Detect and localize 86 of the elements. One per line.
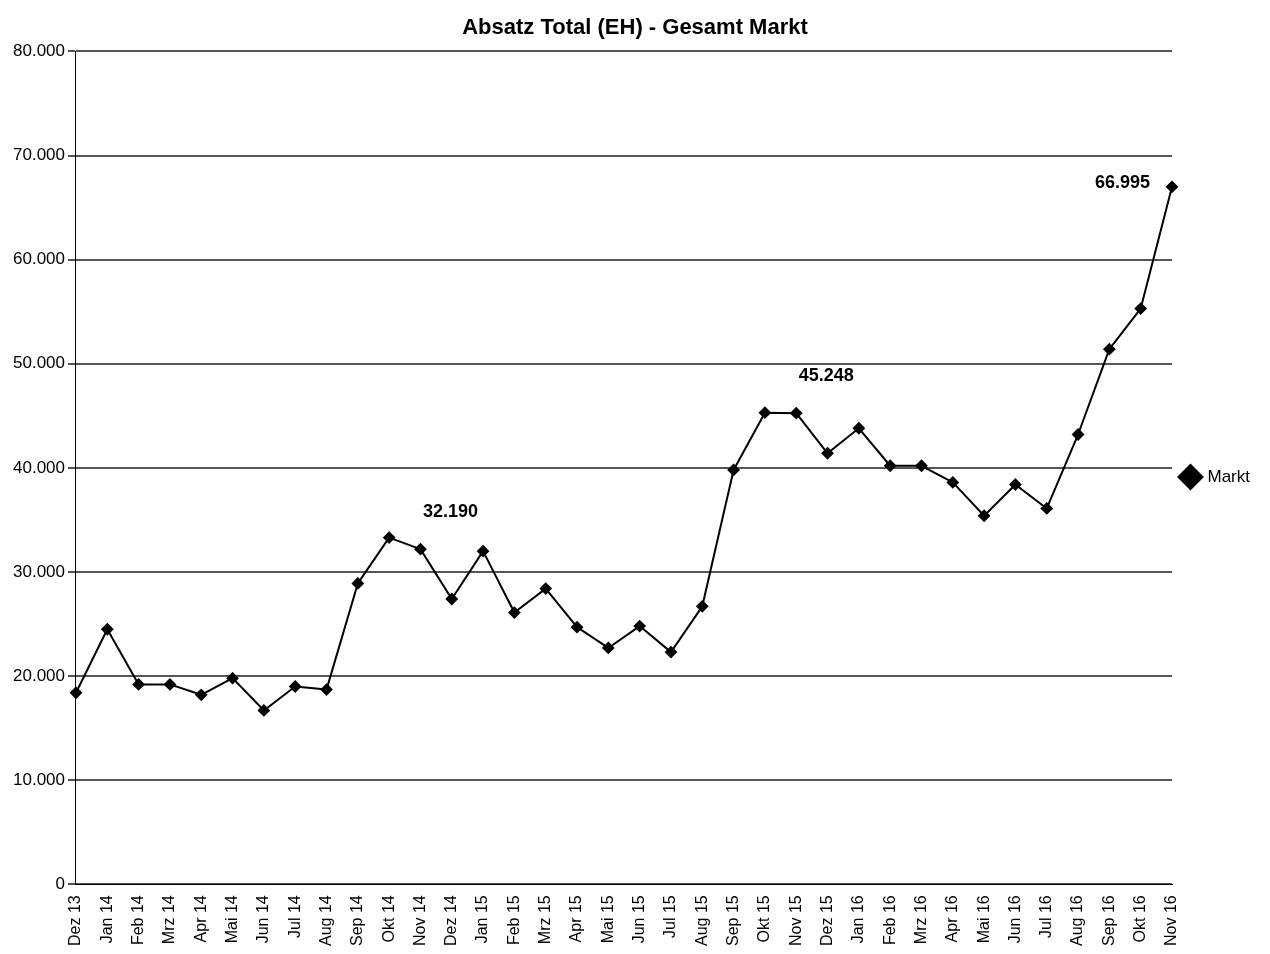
legend-label: Markt: [1207, 466, 1251, 486]
x-tick-label: Dez 15: [817, 895, 835, 946]
x-tick-label: Feb 16: [880, 895, 898, 946]
point: [477, 545, 490, 558]
x-tick-label: Okt 15: [755, 895, 773, 943]
point: [351, 577, 364, 590]
x-tick-label: Sep 16: [1099, 895, 1117, 947]
point: [946, 476, 959, 489]
y-tick-label: 30.000: [13, 561, 65, 581]
x-tick-label: Apr 16: [943, 895, 961, 943]
data-label: 32.190: [422, 501, 478, 522]
point: [696, 600, 709, 613]
x-tick-label: Feb 14: [129, 895, 147, 946]
point: [915, 459, 928, 472]
y-tick-label: 0: [55, 873, 65, 893]
x-tick-label: Okt 16: [1131, 895, 1149, 943]
x-tick-label: Okt 14: [379, 895, 397, 943]
x-tick-label: Jan 14: [97, 895, 115, 944]
point: [602, 641, 615, 654]
point: [978, 509, 991, 522]
y-tick-label: 40.000: [13, 457, 65, 477]
point: [414, 543, 427, 556]
point: [195, 688, 208, 701]
point: [1134, 302, 1147, 315]
x-tick-label: Apr 14: [191, 895, 209, 943]
x-tick-label: Nov 16: [1162, 895, 1180, 946]
y-tick-label: 50.000: [13, 353, 65, 373]
y-tick-label: 20.000: [13, 665, 65, 685]
point: [790, 407, 803, 420]
y-tick-label: 70.000: [13, 145, 65, 165]
point: [383, 531, 396, 544]
x-tick-label: Aug 16: [1068, 895, 1086, 947]
point: [664, 646, 677, 659]
x-tick-label: Sep 14: [348, 895, 366, 947]
x-tick-label: Mrz 15: [536, 895, 554, 945]
x-tick-label: Apr 15: [567, 895, 585, 943]
point: [1103, 343, 1116, 356]
point: [508, 606, 521, 619]
x-tick-label: Aug 14: [316, 895, 334, 947]
point: [257, 704, 270, 717]
point: [289, 680, 302, 693]
point: [320, 683, 333, 696]
point: [821, 447, 834, 460]
x-tick-label: Jul 14: [285, 895, 303, 938]
point: [101, 623, 114, 636]
y-tick-label: 60.000: [13, 249, 65, 269]
point: [445, 593, 458, 606]
x-tick-label: Mrz 16: [911, 895, 929, 945]
x-tick-label: Jun 16: [1005, 895, 1023, 944]
point: [852, 422, 865, 435]
point: [163, 678, 176, 691]
x-tick-label: Dez 13: [66, 895, 84, 946]
point: [758, 406, 771, 419]
x-tick-label: Jun 14: [254, 895, 272, 944]
point: [132, 678, 145, 691]
x-tick-label: Jan 16: [849, 895, 867, 944]
x-tick-label: Feb 15: [504, 895, 522, 946]
x-tick-label: Jun 15: [630, 895, 648, 944]
point: [571, 621, 584, 634]
y-tick-label: 80.000: [13, 41, 65, 61]
point: [70, 686, 82, 699]
point: [226, 672, 239, 685]
point: [727, 463, 740, 476]
x-tick-label: Jul 15: [661, 895, 679, 938]
x-tick-label: Sep 15: [724, 895, 741, 947]
point: [1040, 502, 1053, 515]
data-label: 45.248: [798, 365, 854, 386]
x-tick-label: Nov 15: [786, 895, 804, 946]
point: [884, 459, 897, 472]
x-tick-label: Nov 14: [410, 895, 428, 946]
x-tick-label: Jul 16: [1037, 895, 1055, 938]
point: [1072, 428, 1085, 441]
x-tick-label: Mai 15: [598, 895, 616, 944]
point: [1166, 180, 1178, 193]
x-tick-label: Mai 16: [974, 895, 992, 944]
x-tick-label: Jan 15: [473, 895, 491, 944]
x-tick-label: Mai 14: [222, 895, 240, 944]
x-tick-label: Mrz 14: [160, 895, 178, 945]
x-tick-label: Dez 14: [442, 895, 460, 946]
point: [1009, 478, 1022, 491]
point: [633, 620, 646, 633]
data-label: 66.995: [1094, 171, 1150, 192]
x-tick-label: Aug 15: [692, 895, 710, 947]
y-tick-label: 10.000: [13, 769, 65, 789]
chart-title: Absatz Total (EH) - Gesamt Markt: [462, 14, 809, 40]
point: [539, 582, 552, 595]
